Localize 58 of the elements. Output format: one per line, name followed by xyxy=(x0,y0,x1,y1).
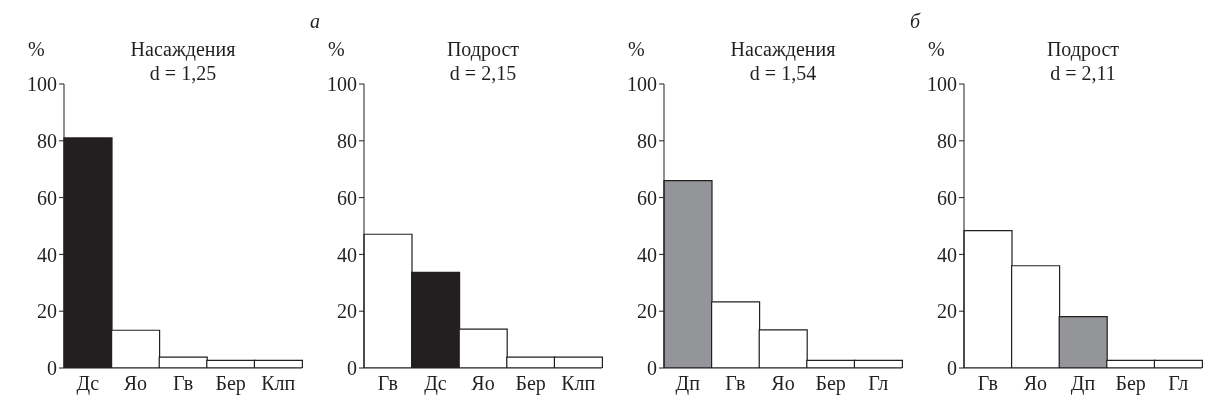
chart-subtitle: d = 1,25 xyxy=(148,62,218,85)
chart-subtitle: d = 1,54 xyxy=(748,62,818,85)
chart-subtitle: d = 2,15 xyxy=(448,62,518,85)
text: б xyxy=(909,10,920,33)
y-tick-label: 80 xyxy=(37,129,57,152)
x-tick-label: Гв xyxy=(977,372,998,395)
y-tick-label: 100 xyxy=(27,73,57,96)
x-tick-label: Яо xyxy=(1023,372,1048,395)
y-tick-label: 0 xyxy=(947,357,957,380)
x-tick-label: Дп xyxy=(1070,372,1096,396)
y-axis-title: % xyxy=(28,38,45,61)
chart-title: Насаждения xyxy=(129,38,237,61)
x-tick-label: Яо xyxy=(471,372,495,395)
y-tick-label: 20 xyxy=(637,300,657,323)
y-axis-title: % xyxy=(628,38,645,61)
x-tick-label: Клп xyxy=(561,372,596,395)
y-tick-label: 80 xyxy=(637,129,657,152)
y-tick-label: 40 xyxy=(937,243,957,266)
y-tick-label: 60 xyxy=(337,186,357,209)
x-tick-label: Гв xyxy=(377,372,398,395)
y-tick-label: 40 xyxy=(637,243,657,266)
y-tick-label: 20 xyxy=(937,300,957,323)
y-tick-label: 0 xyxy=(647,357,657,380)
y-tick-label: 100 xyxy=(327,73,357,96)
x-tick-label: Клп xyxy=(261,372,296,395)
x-tick-label: Дс xyxy=(76,372,100,396)
y-tick-label: 60 xyxy=(37,186,57,209)
y-tick-label: 80 xyxy=(937,129,957,152)
y-tick-label: 0 xyxy=(47,357,57,380)
y-tick-label: 60 xyxy=(637,186,657,209)
x-tick-label: Дп xyxy=(675,372,701,396)
y-tick-label: 40 xyxy=(337,243,357,266)
x-tick-label: Яо xyxy=(123,372,148,395)
x-tick-label: Гл xyxy=(1168,372,1189,395)
x-tick-label: Яо xyxy=(771,372,795,395)
x-tick-label: Бер xyxy=(815,372,846,396)
y-tick-label: 60 xyxy=(937,186,957,209)
y-tick-label: 40 xyxy=(37,243,57,266)
x-tick-label: Бер xyxy=(1115,372,1146,396)
x-tick-label: Гв xyxy=(725,372,746,395)
y-tick-label: 20 xyxy=(337,300,357,323)
chart-title: Подрост xyxy=(445,38,521,61)
y-axis-title: % xyxy=(928,38,945,61)
y-axis-title: % xyxy=(328,38,345,61)
x-tick-label: Гл xyxy=(868,372,889,395)
x-tick-label: Гв xyxy=(172,372,194,395)
x-tick-label: Бер xyxy=(215,372,246,396)
y-tick-label: 100 xyxy=(927,73,957,96)
y-tick-label: 0 xyxy=(347,357,357,380)
y-tick-label: 20 xyxy=(37,300,57,323)
y-tick-label: 100 xyxy=(627,73,657,96)
x-tick-label: Бер xyxy=(515,372,546,396)
x-tick-label: Дс xyxy=(424,372,447,396)
chart-title: Подрост xyxy=(1045,38,1121,61)
text: а xyxy=(310,10,320,33)
chart-title: Насаждения xyxy=(729,38,837,61)
y-tick-label: 80 xyxy=(337,129,357,152)
chart-subtitle: d = 2,11 xyxy=(1049,62,1117,85)
